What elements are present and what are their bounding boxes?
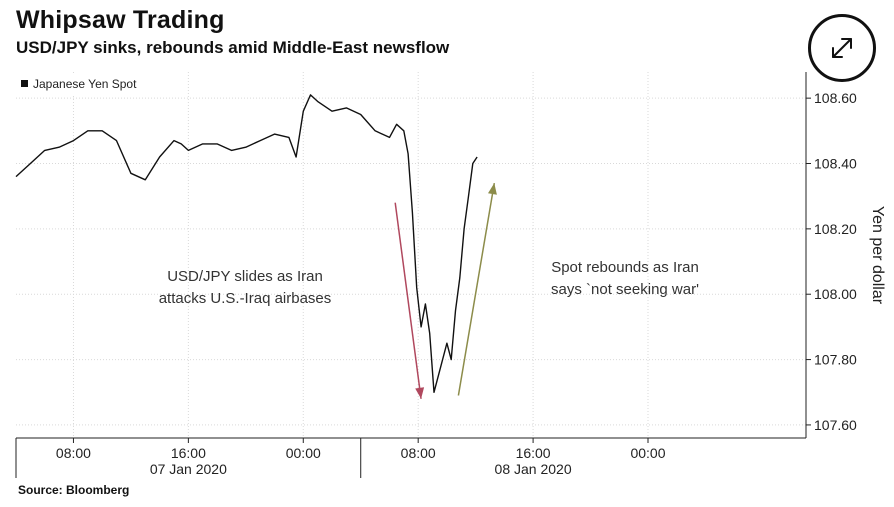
y-tick-label: 107.60 — [814, 417, 857, 433]
y-tick-label: 107.80 — [814, 352, 857, 368]
x-tick-label: 00:00 — [630, 445, 665, 461]
legend-label: Japanese Yen Spot — [33, 77, 137, 91]
series-group — [15, 94, 478, 393]
x-tick-label: 08:00 — [56, 445, 91, 461]
expand-button[interactable] — [808, 14, 876, 82]
y-tick-label: 108.60 — [814, 90, 857, 106]
x-date-label: 07 Jan 2020 — [150, 461, 227, 477]
x-tick-label: 08:00 — [401, 445, 436, 461]
axes: 108.60 108.40 108.20 108.00 107.80 107.60 08:0… — [15, 72, 857, 478]
chart-title: Whipsaw Trading — [16, 6, 225, 34]
legend: Japanese Yen Spot — [18, 74, 152, 94]
annotation-arrowhead — [488, 183, 497, 195]
x-tick-label: 16:00 — [171, 445, 206, 461]
expand-arrows-icon — [832, 38, 852, 58]
series-line — [15, 94, 478, 393]
legend-box — [18, 74, 152, 94]
annotation-arrowhead — [415, 387, 425, 399]
annotation-arrow-line — [457, 182, 496, 396]
x-tick-label: 00:00 — [286, 445, 321, 461]
annotations: USD/JPY slides as Iran attacks U.S.-Iraq… — [159, 182, 699, 399]
y-axis-title: Yen per dollar — [869, 206, 886, 305]
legend-swatch — [21, 80, 28, 87]
annotation-rebound-line1: Spot rebounds as Iran — [551, 259, 699, 276]
gridlines — [16, 72, 806, 438]
x-date-label: 08 Jan 2020 — [495, 461, 572, 477]
annotation-rebound-line2: says `not seeking war' — [551, 281, 699, 298]
y-tick-label: 108.20 — [814, 221, 857, 237]
annotation-arrow-line — [394, 202, 422, 399]
annotation-slide-line1: USD/JPY slides as Iran — [167, 268, 323, 285]
y-tick-label: 108.00 — [814, 286, 857, 302]
x-tick-label: 16:00 — [516, 445, 551, 461]
annotation-slide-line2: attacks U.S.-Iraq airbases — [159, 290, 332, 307]
chart-subtitle: USD/JPY sinks, rebounds amid Middle-East… — [16, 38, 450, 57]
source-note: Source: Bloomberg — [18, 483, 130, 497]
y-tick-label: 108.40 — [814, 156, 857, 172]
